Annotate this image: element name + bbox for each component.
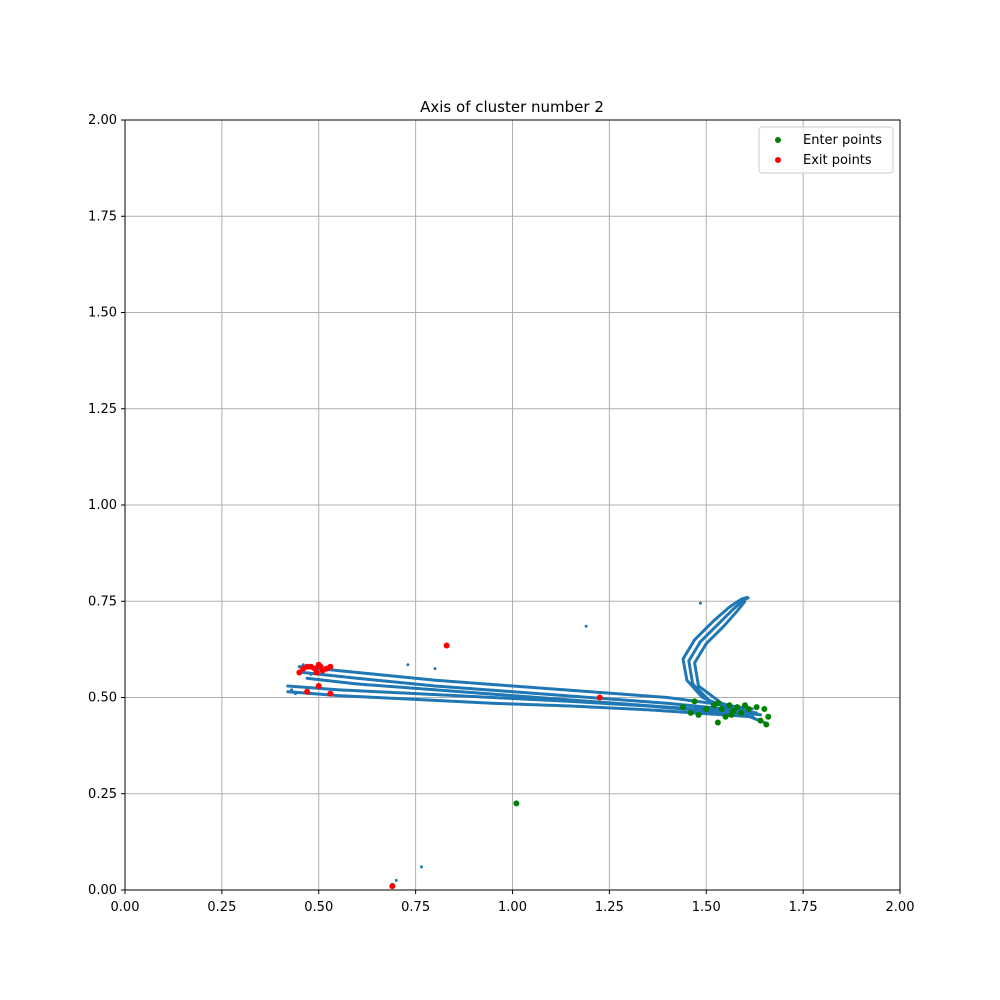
exit-point xyxy=(296,669,303,676)
x-tick-label: 0.25 xyxy=(207,900,236,915)
enter-point xyxy=(680,704,686,711)
enter-point xyxy=(722,713,729,720)
enter-point xyxy=(714,719,721,726)
x-axis: 0.00 0.25 0.50 0.75 1.00 1.25 1.50 1.75 2.00 xyxy=(111,890,915,915)
trajectory-series xyxy=(286,595,766,886)
y-tick-label: 1.00 xyxy=(88,498,117,513)
trajectory-line xyxy=(305,676,762,717)
enter-point xyxy=(714,700,721,707)
enter-point xyxy=(738,709,745,716)
exit-point xyxy=(317,663,324,670)
enter-point xyxy=(734,704,741,711)
trajectory-point xyxy=(394,878,398,882)
trajectory-point xyxy=(309,672,313,676)
trajectory-point xyxy=(698,601,702,605)
grid xyxy=(124,119,901,891)
trajectory-point xyxy=(297,665,301,669)
enter-point xyxy=(742,702,748,709)
exit-point xyxy=(304,688,311,695)
legend-enter-label: Enter points xyxy=(803,133,882,148)
legend-exit-label: Exit points xyxy=(803,153,872,168)
trajectory-point xyxy=(419,865,423,869)
exit-point xyxy=(327,663,334,670)
trajectory-line xyxy=(704,709,766,724)
enter-point xyxy=(761,706,768,713)
y-tick-label: 0.00 xyxy=(88,883,117,898)
legend-box xyxy=(758,126,894,174)
y-tick-label: 1.25 xyxy=(88,402,117,417)
x-tick-label: 1.25 xyxy=(595,900,624,915)
trajectory-point xyxy=(406,663,410,667)
trajectory-line xyxy=(687,595,751,712)
enter-point xyxy=(718,706,725,713)
trajectory-line xyxy=(286,684,747,717)
enter-point xyxy=(763,721,770,728)
y-tick-label: 0.25 xyxy=(88,787,117,802)
trajectory-point xyxy=(584,624,588,628)
y-tick-label: 2.00 xyxy=(88,113,117,128)
exit-point xyxy=(443,642,450,649)
enter-point xyxy=(728,711,735,718)
exit-point xyxy=(327,690,334,697)
trajectory-line xyxy=(681,595,749,709)
enter-points-series xyxy=(513,698,772,807)
trajectory-point xyxy=(290,688,294,692)
enter-point xyxy=(703,706,710,713)
legend-exit-marker xyxy=(775,157,781,163)
enter-point xyxy=(513,800,520,807)
exit-points-series xyxy=(296,642,603,890)
y-tick-label: 1.75 xyxy=(88,209,117,224)
enter-point xyxy=(765,713,772,720)
y-axis: 0.00 0.25 0.50 0.75 1.00 1.25 1.50 1.75 2.00 xyxy=(88,113,125,898)
exit-point xyxy=(315,682,322,689)
enter-point xyxy=(691,698,698,705)
y-tick-label: 1.50 xyxy=(88,306,117,321)
trajectory-point xyxy=(294,692,297,696)
enter-point xyxy=(726,702,733,709)
enter-point xyxy=(757,717,764,724)
legend: Enter points Exit points xyxy=(758,126,894,174)
chart-title: Axis of cluster number 2 xyxy=(420,98,604,116)
legend-enter-marker xyxy=(775,137,781,143)
trajectory-point xyxy=(301,663,305,667)
x-tick-label: 0.50 xyxy=(304,900,333,915)
x-tick-label: 1.50 xyxy=(692,900,721,915)
enter-point xyxy=(687,709,694,716)
x-tick-label: 1.75 xyxy=(789,900,818,915)
enter-point xyxy=(753,704,760,711)
trajectory-line xyxy=(301,671,759,715)
exit-point xyxy=(389,883,396,890)
x-tick-label: 2.00 xyxy=(886,900,915,915)
x-tick-label: 0.75 xyxy=(401,900,430,915)
exit-point xyxy=(313,669,320,676)
x-tick-label: 0.00 xyxy=(111,900,140,915)
trajectory-point xyxy=(433,667,437,671)
exit-point xyxy=(596,694,603,701)
y-tick-label: 0.75 xyxy=(88,594,117,609)
x-tick-label: 1.00 xyxy=(498,900,527,915)
y-tick-label: 0.50 xyxy=(88,691,117,706)
enter-point xyxy=(745,706,752,713)
enter-point xyxy=(695,711,702,718)
